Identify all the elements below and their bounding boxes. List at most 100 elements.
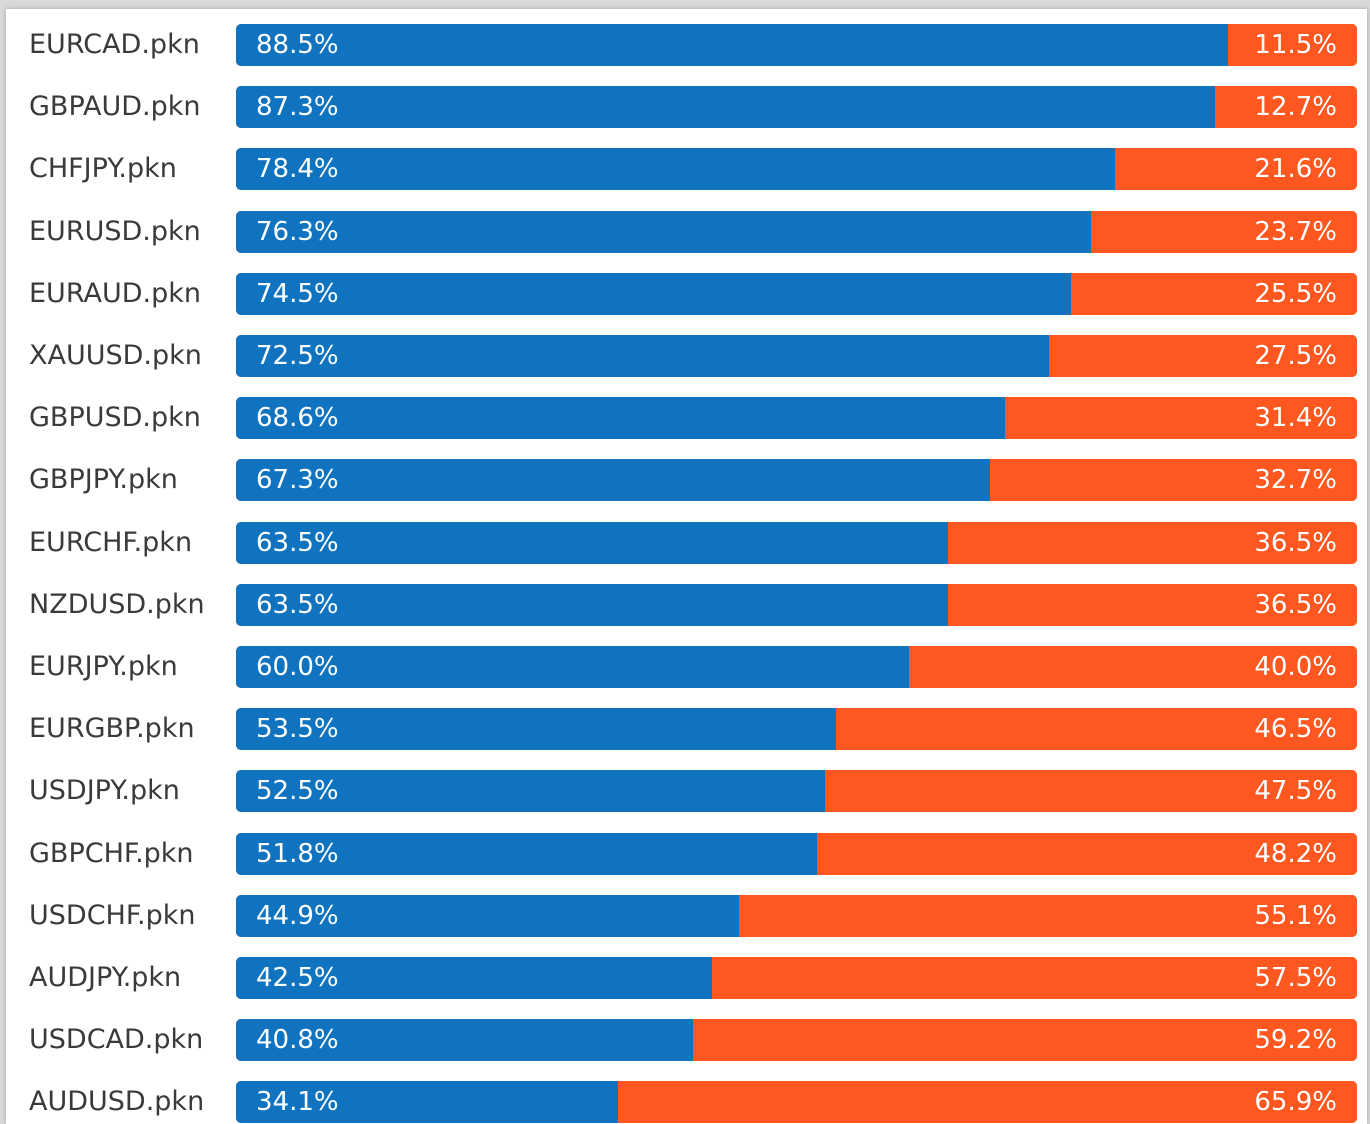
short-percent-label: 32.7% — [1254, 465, 1337, 496]
long-segment — [236, 210, 1091, 253]
long-segment — [236, 957, 712, 999]
long-segment — [236, 1019, 693, 1062]
short-segment — [1071, 272, 1357, 315]
short-percent-label: 46.5% — [1254, 714, 1337, 745]
short-segment — [1005, 397, 1357, 440]
symbol-label: GBPUSD.pkn — [29, 402, 201, 434]
long-segment — [236, 583, 948, 626]
long-segment — [236, 24, 1228, 66]
long-segment — [236, 521, 948, 564]
long-percent-label: 60.0% — [256, 652, 339, 682]
symbol-label: CHFJPY.pkn — [29, 153, 177, 185]
long-percent-label: 44.9% — [256, 900, 339, 931]
sentiment-panel: EURCAD.pkn 88.5% 11.5% GBPAUD.pkn 87.3% 12.7%… — [6, 9, 1367, 1124]
ratio-bar: 68.6% 31.4% — [236, 397, 1357, 440]
bar-row: AUDUSD.pkn 34.1% 65.9% — [6, 1081, 1367, 1124]
short-percent-label: 59.2% — [1254, 1025, 1337, 1056]
symbol-label: EURAUD.pkn — [29, 277, 201, 309]
bar-row: XAUUSD.pkn 72.5% 27.5% — [6, 335, 1367, 377]
long-segment — [236, 646, 909, 688]
bar-row: EURGBP.pkn 53.5% 46.5% — [6, 708, 1367, 751]
short-percent-label: 47.5% — [1254, 776, 1337, 807]
long-percent-label: 87.3% — [256, 92, 339, 123]
short-percent-label: 36.5% — [1254, 589, 1337, 620]
short-segment — [1228, 24, 1357, 66]
short-percent-label: 23.7% — [1254, 216, 1337, 247]
bar-row: GBPAUD.pkn 87.3% 12.7% — [6, 86, 1367, 129]
symbol-label: XAUUSD.pkn — [29, 340, 202, 371]
short-segment — [712, 957, 1357, 999]
short-segment — [1115, 148, 1357, 191]
short-segment — [1215, 86, 1357, 129]
ratio-bar: 88.5% 11.5% — [236, 24, 1357, 66]
short-percent-label: 31.4% — [1254, 403, 1337, 434]
long-segment — [236, 894, 739, 937]
bar-row: NZDUSD.pkn 63.5% 36.5% — [6, 583, 1367, 626]
bar-row: USDCHF.pkn 44.9% 55.1% — [6, 894, 1367, 937]
long-segment — [236, 832, 817, 875]
short-percent-label: 36.5% — [1254, 527, 1337, 558]
long-segment — [236, 770, 825, 813]
long-segment — [236, 272, 1071, 315]
bar-row: GBPUSD.pkn 68.6% 31.4% — [6, 397, 1367, 440]
long-percent-label: 88.5% — [256, 30, 339, 60]
symbol-label: EURGBP.pkn — [29, 713, 195, 745]
ratio-bar: 44.9% 55.1% — [236, 894, 1357, 937]
bar-row: EURAUD.pkn 74.5% 25.5% — [6, 272, 1367, 315]
symbol-label: GBPAUD.pkn — [29, 91, 201, 123]
long-percent-label: 68.6% — [256, 403, 339, 434]
long-percent-label: 63.5% — [256, 527, 339, 558]
long-percent-label: 78.4% — [256, 154, 339, 185]
ratio-bar: 51.8% 48.2% — [236, 832, 1357, 875]
short-percent-label: 48.2% — [1254, 838, 1337, 869]
symbol-label: USDCAD.pkn — [29, 1024, 204, 1056]
symbol-label: EURCHF.pkn — [29, 526, 193, 558]
short-segment — [948, 583, 1357, 626]
symbol-label: EURCAD.pkn — [29, 29, 200, 60]
ratio-bar: 74.5% 25.5% — [236, 272, 1357, 315]
ratio-bar: 42.5% 57.5% — [236, 957, 1357, 999]
short-segment — [817, 832, 1357, 875]
long-segment — [236, 148, 1115, 191]
bar-row: USDCAD.pkn 40.8% 59.2% — [6, 1019, 1367, 1062]
symbol-label: NZDUSD.pkn — [29, 588, 205, 620]
bar-row: EURUSD.pkn 76.3% 23.7% — [6, 210, 1367, 253]
long-segment — [236, 708, 836, 751]
long-segment — [236, 459, 990, 502]
ratio-bar: 63.5% 36.5% — [236, 583, 1357, 626]
long-percent-label: 74.5% — [256, 278, 339, 309]
symbol-label: USDCHF.pkn — [29, 899, 196, 931]
long-percent-label: 42.5% — [256, 963, 339, 993]
short-percent-label: 21.6% — [1254, 154, 1337, 185]
symbol-label: GBPCHF.pkn — [29, 837, 194, 869]
short-segment — [739, 894, 1357, 937]
short-segment — [825, 770, 1357, 813]
short-segment — [948, 521, 1357, 564]
bar-row: EURJPY.pkn 60.0% 40.0% — [6, 646, 1367, 688]
ratio-bar: 60.0% 40.0% — [236, 646, 1357, 688]
bar-row: CHFJPY.pkn 78.4% 21.6% — [6, 148, 1367, 191]
short-percent-label: 40.0% — [1254, 652, 1337, 682]
bar-row: AUDJPY.pkn 42.5% 57.5% — [6, 957, 1367, 999]
short-segment — [990, 459, 1357, 502]
short-percent-label: 27.5% — [1254, 341, 1337, 371]
short-percent-label: 25.5% — [1254, 278, 1337, 309]
bar-row: GBPJPY.pkn 67.3% 32.7% — [6, 459, 1367, 502]
short-percent-label: 55.1% — [1254, 900, 1337, 931]
symbol-label: AUDJPY.pkn — [29, 962, 182, 993]
long-percent-label: 63.5% — [256, 589, 339, 620]
short-percent-label: 12.7% — [1254, 92, 1337, 123]
ratio-bar: 52.5% 47.5% — [236, 770, 1357, 813]
ratio-bar: 87.3% 12.7% — [236, 86, 1357, 129]
long-segment — [236, 335, 1049, 377]
long-percent-label: 51.8% — [256, 838, 339, 869]
bar-row: USDJPY.pkn 52.5% 47.5% — [6, 770, 1367, 813]
long-percent-label: 52.5% — [256, 776, 339, 807]
ratio-bar: 53.5% 46.5% — [236, 708, 1357, 751]
long-percent-label: 76.3% — [256, 216, 339, 247]
ratio-bar: 78.4% 21.6% — [236, 148, 1357, 191]
ratio-bar: 40.8% 59.2% — [236, 1019, 1357, 1062]
bar-row: GBPCHF.pkn 51.8% 48.2% — [6, 832, 1367, 875]
long-percent-label: 53.5% — [256, 714, 339, 745]
ratio-bar: 34.1% 65.9% — [236, 1081, 1357, 1124]
